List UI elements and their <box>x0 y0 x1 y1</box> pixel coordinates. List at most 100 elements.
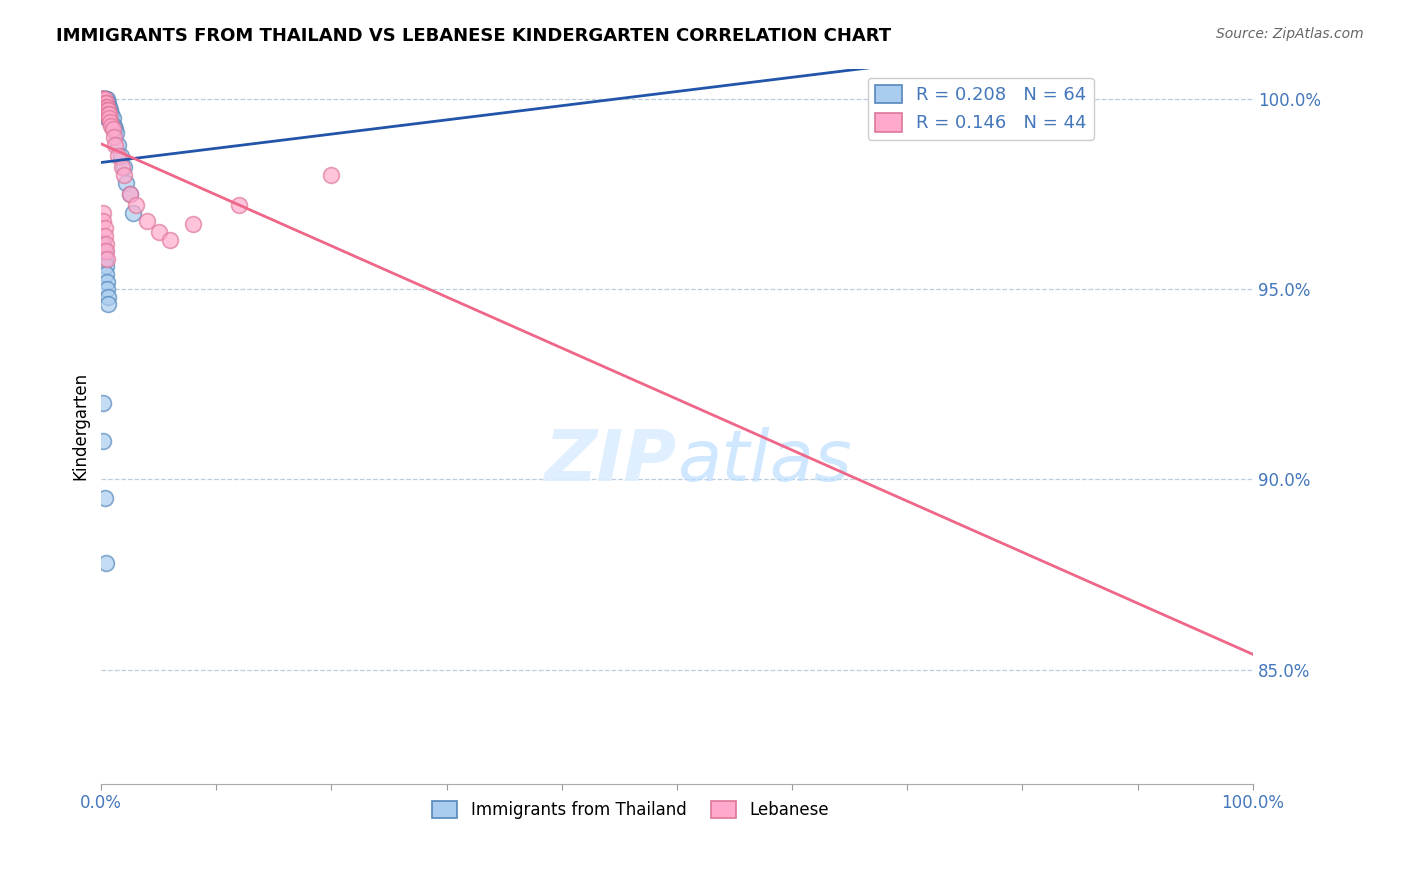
Point <box>136 213 159 227</box>
Text: IMMIGRANTS FROM THAILAND VS LEBANESE KINDERGARTEN CORRELATION CHART: IMMIGRANTS FROM THAILAND VS LEBANESE KIN… <box>56 27 891 45</box>
Point <box>97 99 120 113</box>
Point <box>98 103 121 118</box>
Point <box>96 282 118 296</box>
Point <box>98 111 121 125</box>
Text: Source: ZipAtlas.com: Source: ZipAtlas.com <box>1216 27 1364 41</box>
Point <box>97 111 120 125</box>
Point <box>93 99 115 113</box>
Point <box>96 103 118 118</box>
Point <box>118 187 141 202</box>
Point <box>101 119 124 133</box>
Point <box>93 95 115 110</box>
Point <box>93 99 115 113</box>
Point <box>148 225 170 239</box>
Point <box>118 187 141 202</box>
Point <box>93 491 115 506</box>
Point <box>93 236 115 251</box>
Point <box>94 95 117 110</box>
Point <box>93 92 115 106</box>
Point <box>112 168 135 182</box>
Point <box>93 103 115 118</box>
Point <box>93 107 115 121</box>
Point <box>93 92 115 106</box>
Point <box>94 95 117 110</box>
Point <box>97 297 120 311</box>
Point <box>93 252 115 266</box>
Point <box>94 92 117 106</box>
Point <box>93 206 115 220</box>
Point <box>101 122 124 136</box>
Point <box>91 95 114 110</box>
Point <box>181 218 204 232</box>
Point <box>110 149 132 163</box>
Point <box>103 119 125 133</box>
Point <box>93 103 115 118</box>
Point <box>104 122 127 136</box>
Point <box>91 92 114 106</box>
Point <box>159 233 181 247</box>
Point <box>93 95 115 110</box>
Point <box>93 221 115 235</box>
Point <box>96 275 118 289</box>
Y-axis label: Kindergarten: Kindergarten <box>72 372 89 480</box>
Point <box>115 176 138 190</box>
Point <box>105 126 128 140</box>
Point <box>94 92 117 106</box>
Point <box>93 434 115 449</box>
Point <box>111 161 134 175</box>
Point <box>93 103 115 118</box>
Point <box>93 92 115 106</box>
Point <box>93 92 115 106</box>
Point <box>94 103 117 118</box>
Point <box>228 198 250 212</box>
Point <box>94 99 117 113</box>
Point <box>96 99 118 113</box>
Point <box>96 99 118 113</box>
Point <box>93 95 115 110</box>
Point <box>93 228 115 243</box>
Point <box>97 107 120 121</box>
Point <box>107 137 129 152</box>
Point <box>97 103 120 118</box>
Point <box>96 107 118 121</box>
Point <box>96 103 118 118</box>
Point <box>94 107 117 121</box>
Point <box>91 92 114 106</box>
Point <box>93 99 115 113</box>
Point <box>98 99 121 113</box>
Point <box>107 149 129 163</box>
Point <box>124 198 146 212</box>
Point <box>91 92 114 106</box>
Point <box>94 244 117 259</box>
Point <box>93 92 115 106</box>
Point <box>96 95 118 110</box>
Point <box>98 103 121 118</box>
Point <box>91 95 114 110</box>
Legend: Immigrants from Thailand, Lebanese: Immigrants from Thailand, Lebanese <box>426 794 837 825</box>
Point <box>112 161 135 175</box>
Point <box>94 103 117 118</box>
Point <box>97 95 120 110</box>
Point <box>96 107 118 121</box>
Point <box>98 111 121 125</box>
Point <box>93 95 115 110</box>
Point <box>93 92 115 106</box>
Point <box>98 107 121 121</box>
Point <box>93 99 115 113</box>
Point <box>93 92 115 106</box>
Point <box>94 267 117 281</box>
Point <box>93 107 115 121</box>
Point <box>94 556 117 570</box>
Point <box>97 290 120 304</box>
Point <box>94 99 117 113</box>
Point <box>98 111 121 125</box>
Point <box>97 103 120 118</box>
Point <box>100 115 122 129</box>
Text: atlas: atlas <box>676 427 852 496</box>
Point <box>321 168 343 182</box>
Point <box>96 111 118 125</box>
Point <box>98 115 121 129</box>
Point <box>103 130 125 145</box>
Point <box>93 244 115 259</box>
Point <box>93 396 115 410</box>
